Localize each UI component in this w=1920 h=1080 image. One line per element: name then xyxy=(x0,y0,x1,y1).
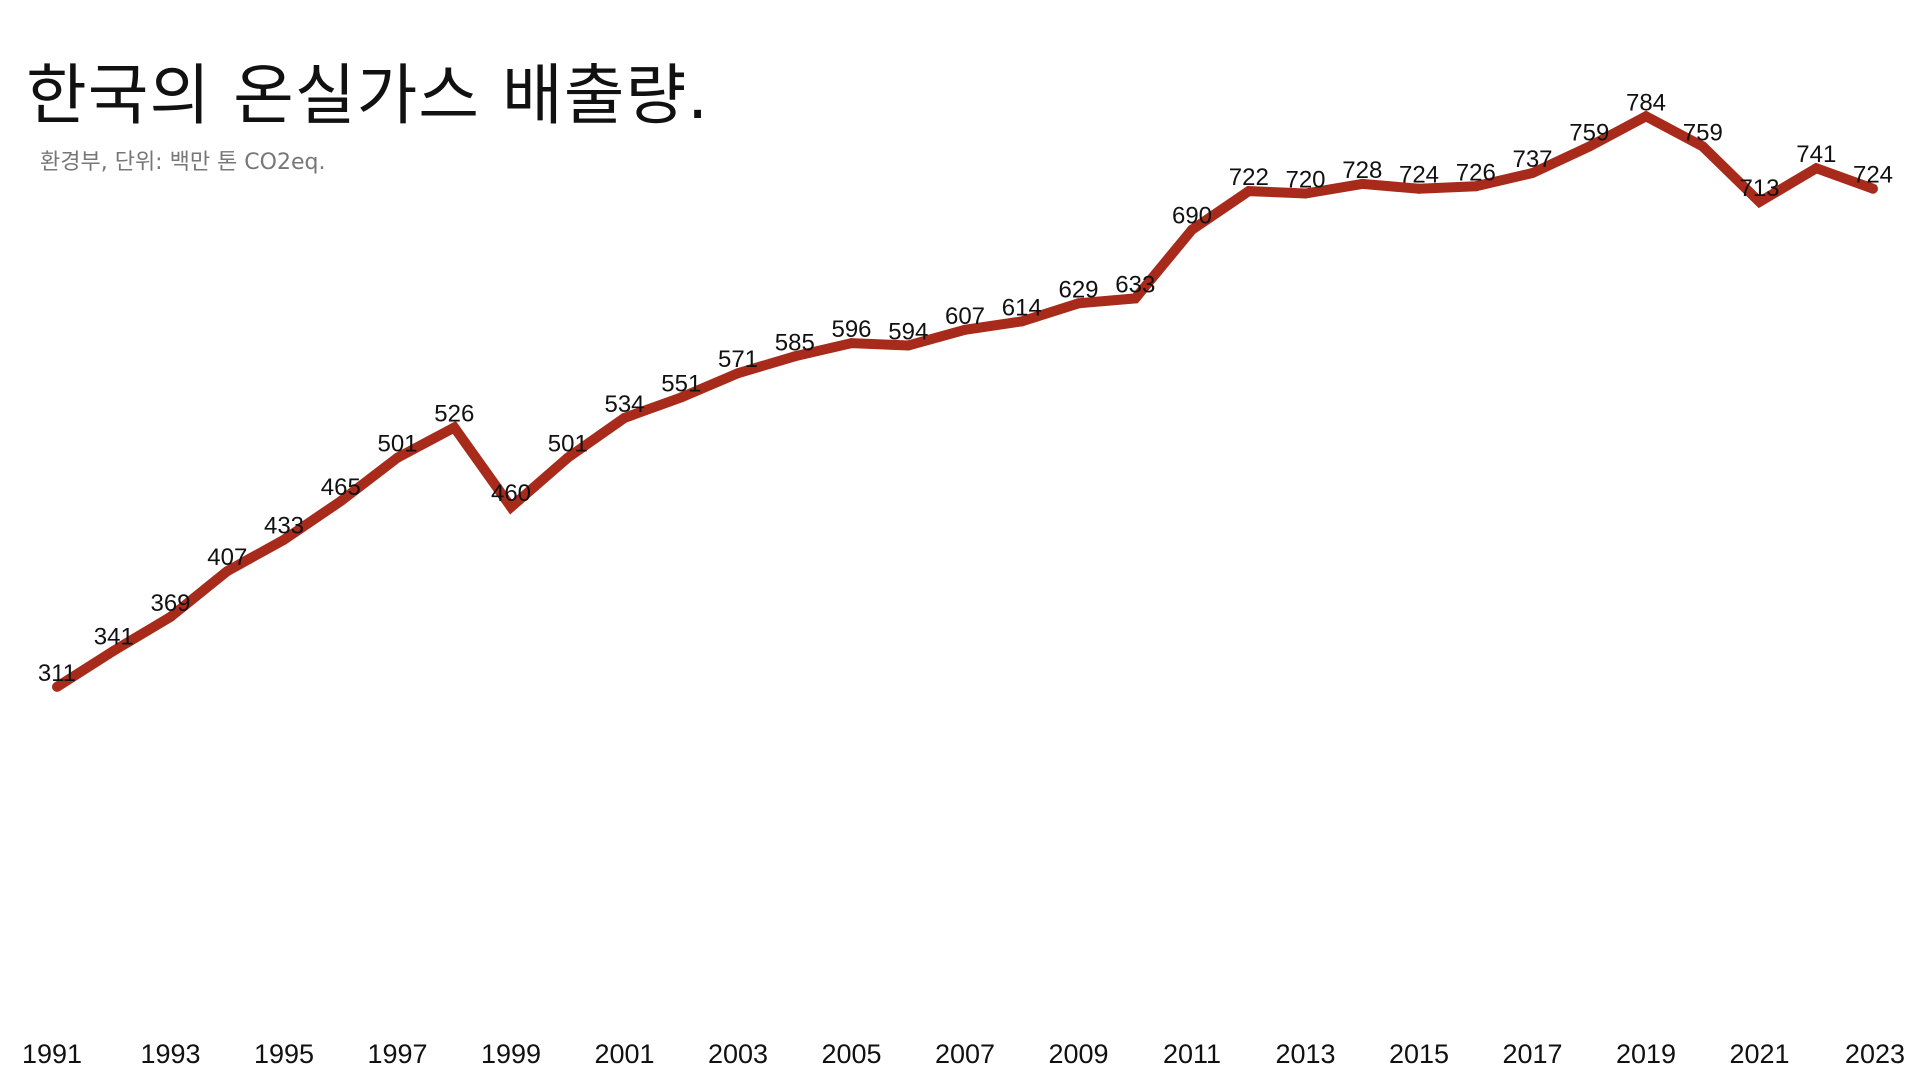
chart-subtitle: 환경부, 단위: 백만 톤 CO2eq. xyxy=(40,150,326,175)
data-point xyxy=(1300,188,1311,199)
data-point xyxy=(733,368,743,379)
data-point xyxy=(1187,224,1197,235)
data-point xyxy=(108,645,119,656)
data-point xyxy=(165,611,176,622)
data-label-layer: 311 341 369 407 433 465 501 526 460 501 534 551 571 5… xyxy=(38,89,1893,687)
x-tick-label: 2009 xyxy=(1048,1039,1108,1069)
data-label: 526 xyxy=(434,401,474,428)
x-tick-label: 1997 xyxy=(367,1039,427,1069)
x-tick-label: 2015 xyxy=(1389,1039,1449,1069)
data-point xyxy=(903,340,914,351)
x-tick-label: 2001 xyxy=(594,1039,654,1069)
data-label: 614 xyxy=(1002,294,1042,321)
x-tick-label: 1999 xyxy=(481,1039,541,1069)
data-point xyxy=(1527,168,1538,178)
x-tick-label: 2017 xyxy=(1502,1039,1562,1069)
data-point xyxy=(1584,141,1595,152)
data-label: 501 xyxy=(377,431,417,458)
data-point xyxy=(562,452,573,463)
data-label: 629 xyxy=(1058,276,1098,303)
data-label: 713 xyxy=(1739,175,1779,202)
data-label: 728 xyxy=(1342,157,1382,184)
data-point xyxy=(506,502,516,513)
series-line xyxy=(54,110,1875,692)
x-tick-label: 2019 xyxy=(1616,1039,1676,1069)
x-tick-label: 1993 xyxy=(140,1039,200,1069)
series-layer xyxy=(52,110,1878,692)
x-axis: 1991 1993 1995 1997 1999 2001 2003 2005 2007 2009… xyxy=(22,1039,1905,1069)
data-point xyxy=(789,351,800,362)
data-point xyxy=(1357,178,1368,189)
data-point xyxy=(846,338,857,349)
data-point xyxy=(1868,183,1878,194)
data-point xyxy=(1073,298,1084,309)
data-point xyxy=(392,452,403,463)
data-point xyxy=(1470,181,1481,192)
data-label: 551 xyxy=(661,370,701,397)
data-label: 341 xyxy=(94,624,134,651)
chart-title: 한국의 온실가스 배출량. xyxy=(26,57,710,134)
data-point xyxy=(52,681,62,692)
data-point xyxy=(1697,141,1708,152)
data-label: 594 xyxy=(888,319,928,346)
x-tick-label: 2003 xyxy=(708,1039,768,1069)
data-label: 460 xyxy=(491,480,531,507)
data-label: 737 xyxy=(1512,146,1552,173)
data-label: 571 xyxy=(718,346,758,373)
data-point xyxy=(1641,111,1651,122)
x-tick-label: 2023 xyxy=(1845,1039,1905,1069)
data-point xyxy=(619,412,630,423)
data-point xyxy=(1754,196,1765,207)
data-label: 722 xyxy=(1229,164,1269,191)
data-label: 501 xyxy=(548,431,588,458)
data-label: 690 xyxy=(1172,203,1212,230)
data-point xyxy=(676,392,687,403)
data-label: 369 xyxy=(150,590,190,617)
x-tick-label: 2021 xyxy=(1729,1039,1789,1069)
data-label: 585 xyxy=(775,329,815,356)
data-label: 596 xyxy=(831,316,871,343)
x-tick-label: 1991 xyxy=(22,1039,82,1069)
data-label: 407 xyxy=(207,544,247,571)
x-tick-label: 2013 xyxy=(1275,1039,1335,1069)
data-point xyxy=(1130,293,1141,304)
data-label: 759 xyxy=(1683,120,1723,147)
x-tick-label: 2007 xyxy=(935,1039,995,1069)
data-label: 759 xyxy=(1569,120,1609,147)
data-label: 741 xyxy=(1796,141,1836,168)
data-point xyxy=(1016,316,1027,327)
x-tick-label: 2005 xyxy=(821,1039,881,1069)
data-label: 465 xyxy=(321,474,361,501)
data-point xyxy=(222,566,233,577)
data-point xyxy=(960,324,970,335)
data-point xyxy=(335,496,346,507)
data-point xyxy=(279,534,289,545)
data-point xyxy=(1414,183,1424,194)
data-label: 633 xyxy=(1115,271,1155,298)
data-label: 726 xyxy=(1456,159,1496,186)
data-label: 724 xyxy=(1399,162,1439,189)
data-point xyxy=(449,422,460,433)
data-label: 534 xyxy=(604,391,644,418)
data-label: 311 xyxy=(38,660,76,687)
data-label: 433 xyxy=(264,513,304,540)
data-label: 784 xyxy=(1626,89,1666,116)
data-point xyxy=(1811,163,1822,174)
data-point xyxy=(1243,186,1254,197)
data-label: 607 xyxy=(945,303,985,330)
x-tick-label: 2011 xyxy=(1163,1039,1221,1069)
x-tick-label: 1995 xyxy=(254,1039,314,1069)
data-label: 720 xyxy=(1285,167,1325,194)
data-label: 724 xyxy=(1853,162,1893,189)
